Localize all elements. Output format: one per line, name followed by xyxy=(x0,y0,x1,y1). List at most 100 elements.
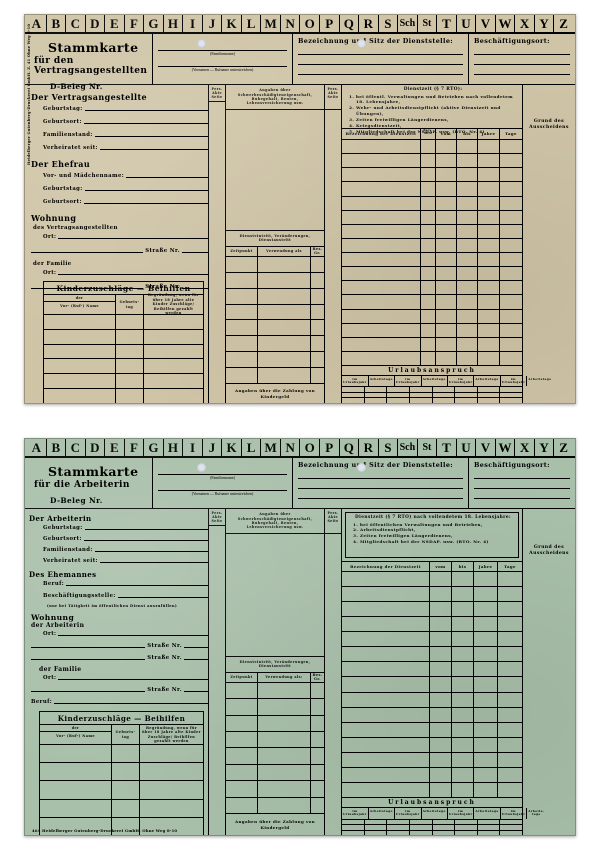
table-row[interactable] xyxy=(40,780,203,799)
field-input[interactable] xyxy=(31,647,146,648)
table-row[interactable] xyxy=(325,330,341,354)
field-input[interactable] xyxy=(58,274,208,275)
table-row[interactable] xyxy=(226,255,324,272)
table-row[interactable] xyxy=(342,602,522,618)
alphabet-letter[interactable]: N xyxy=(281,439,301,456)
table-row[interactable] xyxy=(342,182,522,197)
table-row[interactable] xyxy=(226,303,324,320)
field-input[interactable] xyxy=(31,659,146,660)
alphabet-letter[interactable]: E xyxy=(105,439,125,456)
alphabet-letter[interactable]: S xyxy=(379,15,399,32)
alphabet-letter[interactable]: I xyxy=(183,15,203,32)
table-row[interactable] xyxy=(342,309,522,324)
beschaeftigungsort-pane[interactable]: Beschäftigungsort: xyxy=(468,34,575,84)
table-row[interactable] xyxy=(342,737,522,753)
table-row[interactable] xyxy=(342,707,522,723)
leaving-reason-column[interactable]: Grund des Ausscheidens xyxy=(522,85,575,403)
name-pane[interactable]: (Familienname) (Vornamen — Rufname unter… xyxy=(152,458,292,508)
table-row[interactable] xyxy=(44,373,203,389)
table-row[interactable] xyxy=(226,714,324,732)
alphabet-letter[interactable]: A xyxy=(27,15,47,32)
table-row[interactable] xyxy=(342,752,522,768)
alphabet-letter[interactable]: Sch xyxy=(398,439,418,456)
field-strasse-person-1[interactable]: Straße Nr. xyxy=(31,643,208,649)
field-input[interactable] xyxy=(182,288,208,289)
field-strasse-family[interactable]: Straße Nr. xyxy=(31,687,208,693)
field-ort-family[interactable]: Ort: xyxy=(43,675,208,681)
table-row[interactable] xyxy=(342,387,522,393)
table-row[interactable] xyxy=(209,317,225,339)
table-row[interactable] xyxy=(226,163,324,176)
pers-akte-rows[interactable] xyxy=(209,526,225,835)
alphabet-letter[interactable]: M xyxy=(261,15,281,32)
table-row[interactable] xyxy=(209,253,225,275)
alphabet-letter[interactable]: F xyxy=(125,439,145,456)
field-input[interactable] xyxy=(83,540,208,541)
table-row[interactable] xyxy=(209,526,225,550)
alphabet-letter[interactable]: U xyxy=(457,15,477,32)
alphabet-letter[interactable]: D xyxy=(86,15,106,32)
field-input[interactable] xyxy=(99,562,208,563)
alphabet-letter[interactable]: K xyxy=(222,439,242,456)
field-geburtstag[interactable]: Geburtstag: xyxy=(43,525,208,531)
table-row[interactable] xyxy=(209,382,225,404)
alphabet-letter[interactable]: R xyxy=(359,439,379,456)
entry-table-rows[interactable] xyxy=(226,255,324,383)
field-input[interactable] xyxy=(84,190,208,191)
pers-akte-rows[interactable] xyxy=(325,110,341,403)
beschaeftigungsort-line[interactable] xyxy=(474,498,570,499)
table-row[interactable] xyxy=(226,643,324,657)
beschaeftigungsort-lines[interactable] xyxy=(474,54,570,75)
field-geburtsort[interactable]: Geburtsort: xyxy=(43,536,208,542)
table-row[interactable] xyxy=(209,669,225,693)
table-row[interactable] xyxy=(209,296,225,318)
table-row[interactable] xyxy=(342,587,522,603)
dienststelle-line[interactable] xyxy=(298,64,463,65)
table-row[interactable] xyxy=(325,208,341,232)
beschaeftigungsort-line[interactable] xyxy=(474,54,570,55)
field-input[interactable] xyxy=(83,203,208,204)
dienststelle-line[interactable] xyxy=(298,498,463,499)
table-row[interactable] xyxy=(342,281,522,296)
field-geburtstag[interactable]: Geburtstag: xyxy=(43,106,208,112)
table-row[interactable] xyxy=(44,314,203,329)
table-row[interactable] xyxy=(226,123,324,136)
alphabet-letter[interactable]: F xyxy=(125,15,145,32)
field-familienstand[interactable]: Familienstand: xyxy=(43,132,208,138)
alphabet-letter[interactable]: X xyxy=(515,15,535,32)
field-input[interactable] xyxy=(58,635,208,636)
table-row[interactable] xyxy=(325,305,341,329)
table-row[interactable] xyxy=(209,550,225,574)
alphabet-letter[interactable]: W xyxy=(496,439,516,456)
table-row[interactable] xyxy=(226,575,324,589)
alphabet-letter[interactable]: L xyxy=(242,15,262,32)
table-row[interactable] xyxy=(325,232,341,256)
alphabet-letter[interactable]: St xyxy=(418,15,438,32)
field-input[interactable] xyxy=(94,551,208,552)
table-row[interactable] xyxy=(209,102,225,124)
table-row[interactable] xyxy=(325,659,341,684)
table-row[interactable] xyxy=(44,328,203,344)
field-input[interactable] xyxy=(66,585,208,586)
alphabet-letter[interactable]: J xyxy=(203,439,223,456)
pers-akte-rows[interactable] xyxy=(325,534,341,835)
dienststelle-line[interactable] xyxy=(298,54,463,55)
alphabet-letter[interactable]: A xyxy=(27,439,47,456)
alphabet-letter[interactable]: B xyxy=(47,15,67,32)
beschaeftigungsort-pane[interactable]: Beschäftigungsort: xyxy=(468,458,575,508)
table-row[interactable] xyxy=(342,238,522,253)
field-ort-family[interactable]: Ort: xyxy=(43,270,208,276)
table-row[interactable] xyxy=(342,662,522,678)
table-row[interactable] xyxy=(342,572,522,588)
pers-akte-rows[interactable] xyxy=(209,102,225,403)
table-row[interactable] xyxy=(325,110,341,134)
table-row[interactable] xyxy=(44,388,203,403)
field-spouse-name[interactable]: Vor- und Mädchenname: xyxy=(43,173,208,179)
disability-rows[interactable] xyxy=(226,110,324,230)
table-row[interactable] xyxy=(342,253,522,268)
table-row[interactable] xyxy=(226,319,324,336)
table-row[interactable] xyxy=(209,645,225,669)
alphabet-letter[interactable]: Q xyxy=(340,439,360,456)
table-row[interactable] xyxy=(209,145,225,167)
table-row[interactable] xyxy=(226,615,324,629)
